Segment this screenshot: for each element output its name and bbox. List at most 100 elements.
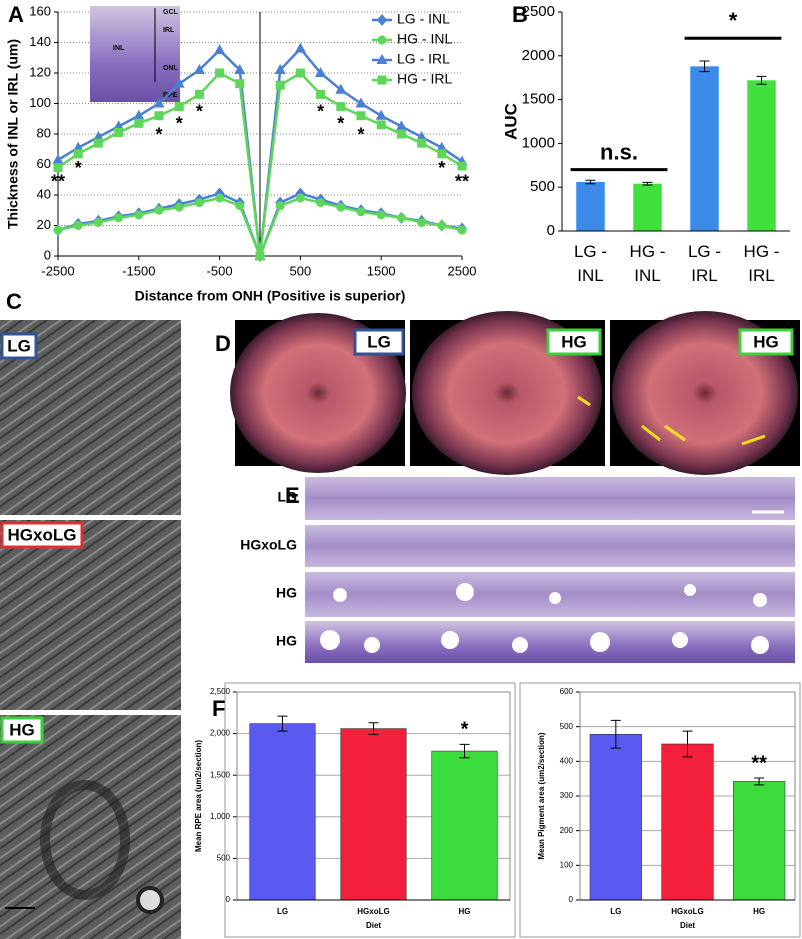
marker [113, 120, 125, 131]
label-line: INL [634, 266, 660, 285]
y-tick-label: 2,000 [210, 729, 231, 738]
marker [173, 77, 185, 88]
inset-image [90, 6, 180, 102]
error-bar [682, 730, 693, 758]
y-tick-label: 2000 [522, 47, 555, 64]
x-tick-label: HG [459, 907, 471, 916]
y-axis-label: Mean Pigment area (um2/section) [537, 732, 546, 859]
marker [457, 161, 467, 171]
marker [375, 109, 387, 120]
panel-label: C [6, 289, 22, 314]
marker [417, 138, 427, 148]
y-tick-label: 20 [37, 217, 51, 232]
significance: * [196, 101, 203, 121]
micrograph [0, 520, 181, 710]
inset-label: INL [113, 45, 125, 52]
panel-frame [519, 682, 801, 938]
marker [154, 111, 164, 121]
marker [235, 201, 245, 211]
y-tick-label: 0 [226, 895, 231, 904]
y-tick-label: 1500 [522, 91, 555, 108]
y-tick-label: 300 [560, 791, 574, 800]
marker [73, 149, 83, 159]
image-tag: HGxoLG [8, 525, 77, 544]
legend-label: LG - INL [397, 11, 450, 27]
significance: ** [51, 172, 65, 192]
marker [193, 63, 205, 74]
marker [336, 202, 346, 212]
marker [215, 193, 225, 203]
label-line: HG - [630, 242, 666, 261]
x-axis-label: Distance from ONH (Positive is superior) [135, 288, 406, 304]
marker [234, 63, 246, 74]
marker [316, 89, 326, 99]
marker [133, 109, 145, 120]
significance: * [438, 158, 445, 178]
marker [315, 67, 327, 77]
marker [436, 141, 448, 152]
significance: * [75, 158, 82, 178]
marker [72, 141, 84, 152]
label-line: HG - [744, 242, 780, 261]
marker [53, 163, 63, 173]
x-tick-label: -1500 [122, 263, 155, 278]
marker [416, 131, 428, 142]
marker [134, 210, 144, 220]
marker [114, 127, 124, 137]
y-tick-label: 500 [217, 854, 231, 863]
marker [335, 83, 347, 94]
y-tick-label: 2500 [522, 3, 555, 20]
y-tick-label: 400 [560, 756, 574, 765]
x-tick-label: HG - INL [630, 242, 666, 285]
marker [214, 44, 226, 55]
y-tick-label: 1000 [522, 134, 555, 151]
histology-strip [305, 525, 795, 567]
x-tick-label: HGxoLG [357, 907, 389, 916]
image-tag: LG [367, 332, 391, 351]
marker [274, 63, 286, 74]
error-bar [459, 743, 470, 759]
significance: * [176, 114, 183, 134]
x-tick-label: HGxoLG [671, 907, 703, 916]
x-tick-label: HG - IRL [744, 242, 780, 285]
marker [395, 120, 407, 131]
y-tick-label: 160 [29, 3, 51, 18]
histology-strip [305, 621, 795, 663]
error-bar [585, 179, 596, 185]
marker [235, 79, 245, 89]
y-axis-label: Mean RPE area (um2/section) [194, 740, 203, 852]
y-tick-label: 0 [569, 895, 574, 904]
bar [589, 733, 642, 901]
marker [356, 111, 366, 121]
strip-label: LG [278, 489, 298, 505]
legend-label: HG - INL [397, 31, 452, 47]
image-tag-box [738, 328, 794, 356]
significance: * [155, 124, 162, 144]
legend-marker [377, 35, 387, 45]
x-axis-label: Diet [680, 921, 695, 930]
y-axis-label: Thickness of INL or IRL (um) [5, 39, 21, 229]
marker [336, 102, 346, 112]
x-axis-label: Diet [366, 921, 381, 930]
marker [194, 89, 204, 99]
bar [249, 723, 316, 901]
error-bar [756, 75, 767, 85]
x-tick-label: LG - IRL [688, 242, 721, 285]
marker [437, 221, 447, 230]
marker [134, 118, 144, 128]
y-tick-label: 60 [37, 156, 51, 171]
error-bar [610, 719, 621, 749]
significance: ** [751, 752, 767, 774]
bar [733, 781, 786, 901]
y-tick-label: 40 [37, 186, 51, 201]
marker [376, 210, 386, 220]
significance: * [337, 114, 344, 134]
arrows [577, 395, 766, 446]
marker [114, 213, 124, 223]
x-tick-label: 1500 [367, 263, 396, 278]
error-bar [277, 715, 288, 732]
label-line: IRL [691, 266, 717, 285]
significance: * [317, 101, 324, 121]
y-tick-label: 80 [37, 125, 51, 140]
